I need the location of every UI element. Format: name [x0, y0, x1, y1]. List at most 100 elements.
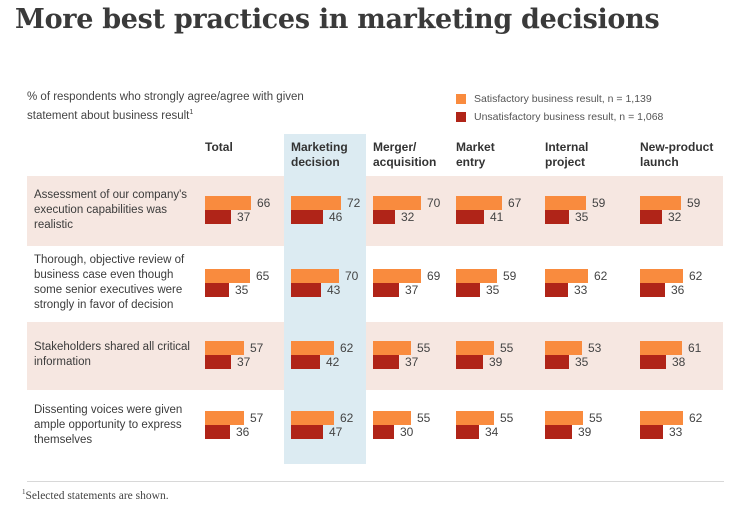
value-label-unsatisfactory: 34	[485, 425, 499, 439]
column-header-line: acquisition	[373, 155, 437, 169]
row-statement: Stakeholders shared all critical informa…	[34, 341, 190, 368]
value-label-unsatisfactory: 35	[235, 283, 249, 297]
value-label-satisfactory: 62	[594, 269, 608, 283]
value-label-satisfactory: 69	[427, 269, 441, 283]
bar-unsatisfactory	[456, 283, 480, 297]
value-label-satisfactory: 59	[592, 196, 606, 210]
bar-satisfactory	[205, 411, 244, 425]
value-label-satisfactory: 55	[500, 411, 514, 425]
bar-unsatisfactory	[291, 355, 320, 369]
value-label-satisfactory: 57	[250, 411, 264, 425]
bar-unsatisfactory	[640, 355, 666, 369]
bar-satisfactory	[640, 269, 683, 283]
column-header-line: Merger/	[373, 140, 417, 154]
bar-satisfactory	[205, 269, 250, 283]
column-header-line: Marketing	[291, 140, 348, 154]
bar-satisfactory	[291, 341, 334, 355]
column-header-line: launch	[640, 155, 679, 169]
value-label-unsatisfactory: 37	[405, 283, 419, 297]
footnote-text: Selected statements are shown.	[25, 489, 169, 502]
value-label-unsatisfactory: 46	[329, 210, 343, 224]
bar-satisfactory	[205, 196, 251, 210]
bar-unsatisfactory	[373, 355, 399, 369]
bar-satisfactory	[456, 411, 494, 425]
value-label-satisfactory: 62	[340, 341, 354, 355]
bar-satisfactory	[205, 341, 244, 355]
value-label-unsatisfactory: 37	[237, 210, 251, 224]
value-label-unsatisfactory: 37	[237, 355, 251, 369]
value-label-satisfactory: 55	[589, 411, 603, 425]
value-label-satisfactory: 57	[250, 341, 264, 355]
bar-satisfactory	[545, 196, 586, 210]
column-header: Marketing decision	[291, 140, 348, 170]
bar-satisfactory	[291, 411, 334, 425]
bar-satisfactory	[373, 341, 411, 355]
bar-unsatisfactory	[205, 425, 230, 439]
bar-satisfactory	[640, 196, 681, 210]
value-label-satisfactory: 65	[256, 269, 270, 283]
bar-unsatisfactory	[545, 425, 572, 439]
bar-unsatisfactory	[291, 425, 323, 439]
column-header: Market entry	[456, 140, 495, 170]
bar-unsatisfactory	[205, 355, 231, 369]
legend-label-satisfactory: Satisfactory business result, n = 1,139	[474, 93, 652, 105]
row-statement: Thorough, objective review of business c…	[34, 254, 185, 311]
value-label-unsatisfactory: 47	[329, 425, 343, 439]
column-header: New-product launch	[640, 140, 713, 170]
value-label-unsatisfactory: 30	[400, 425, 414, 439]
value-label-unsatisfactory: 35	[486, 283, 500, 297]
value-label-unsatisfactory: 36	[236, 425, 250, 439]
bar-satisfactory	[456, 269, 497, 283]
bar-unsatisfactory	[291, 283, 321, 297]
value-label-unsatisfactory: 39	[578, 425, 592, 439]
bar-unsatisfactory	[545, 283, 568, 297]
column-header-line: Internal	[545, 140, 589, 154]
value-label-unsatisfactory: 32	[668, 210, 682, 224]
value-label-satisfactory: 70	[427, 196, 441, 210]
legend-label-unsatisfactory: Unsatisfactory business result, n = 1,06…	[474, 111, 664, 123]
value-label-unsatisfactory: 38	[672, 355, 686, 369]
bar-unsatisfactory	[545, 210, 569, 224]
value-label-satisfactory: 53	[588, 341, 602, 355]
bar-satisfactory	[545, 341, 582, 355]
column-header-line: entry	[456, 155, 486, 169]
footnote-number: 1	[22, 488, 26, 496]
bar-unsatisfactory	[205, 210, 231, 224]
value-label-unsatisfactory: 33	[669, 425, 683, 439]
bar-unsatisfactory	[205, 283, 229, 297]
column-header-line: Total	[205, 140, 233, 154]
value-label-unsatisfactory: 35	[575, 210, 589, 224]
value-label-unsatisfactory: 39	[489, 355, 503, 369]
row-statement: Dissenting voices were given ample oppor…	[34, 403, 183, 446]
legend-swatch-satisfactory	[456, 94, 466, 104]
bar-satisfactory	[640, 341, 682, 355]
column-header-line: decision	[291, 155, 340, 169]
column-header-line: project	[545, 155, 586, 169]
bar-unsatisfactory	[545, 355, 569, 369]
bar-unsatisfactory	[640, 425, 663, 439]
column-header-line: Market	[456, 140, 495, 154]
value-label-satisfactory: 62	[340, 411, 354, 425]
value-label-unsatisfactory: 35	[575, 355, 589, 369]
value-label-satisfactory: 67	[508, 196, 522, 210]
row-statement: Assessment of our company's execution ca…	[34, 188, 188, 231]
bar-unsatisfactory	[456, 425, 479, 439]
value-label-unsatisfactory: 32	[401, 210, 415, 224]
value-label-satisfactory: 55	[500, 341, 514, 355]
subtitle-text: % of respondents who strongly agree/agre…	[27, 91, 304, 122]
legend-swatch-unsatisfactory	[456, 112, 466, 122]
bar-unsatisfactory	[640, 210, 662, 224]
bar-unsatisfactory	[456, 210, 484, 224]
value-label-unsatisfactory: 42	[326, 355, 340, 369]
bar-satisfactory	[373, 196, 421, 210]
bar-unsatisfactory	[291, 210, 323, 224]
column-header: Merger/acquisition	[373, 140, 436, 170]
bar-unsatisfactory	[373, 425, 394, 439]
value-label-satisfactory: 70	[345, 269, 359, 283]
legend: Satisfactory business result, n = 1,139 …	[456, 90, 663, 126]
bar-unsatisfactory	[373, 210, 395, 224]
value-label-satisfactory: 62	[689, 269, 703, 283]
bar-satisfactory	[456, 196, 502, 210]
bar-satisfactory	[640, 411, 683, 425]
